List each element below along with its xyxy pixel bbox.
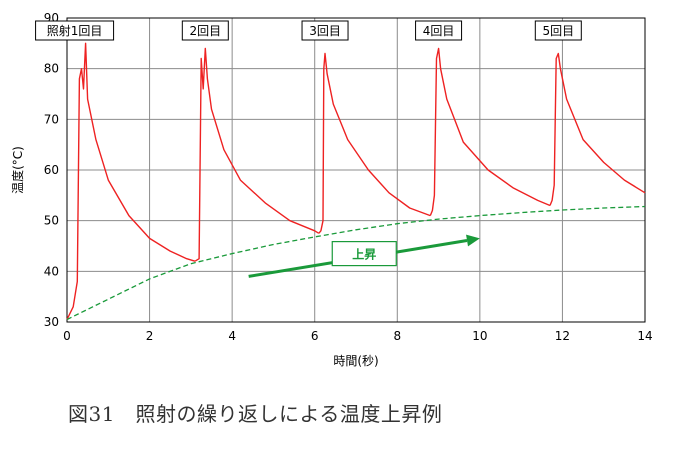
x-tick-label: 8 [393,329,401,343]
shot-label-box [534,20,582,41]
y-tick-label: 70 [44,112,59,126]
shot-label: 5回目 [542,24,574,38]
temperature-line [194,47,320,262]
temperature-line [429,47,551,216]
rise-label: 上昇 [352,247,376,262]
y-axis-title: 温度(°C) [10,146,25,194]
rise-arrow-head [466,234,480,247]
x-tick-label: 14 [637,329,652,343]
y-tick-label: 40 [44,264,59,278]
x-axis-title: 時間(秒) [333,354,378,368]
grid [66,17,646,323]
temperature-line [549,52,646,206]
temperature-line [318,52,431,234]
shot-label-box [415,20,463,41]
x-tick-label: 0 [63,329,71,343]
shot-label-box [181,20,229,41]
series-layer [66,42,646,321]
x-tick-label: 2 [146,329,154,343]
shot-label: 3回目 [309,24,341,38]
labels-layer: 0 2 4 6 8 10 12 1430405060708090時間(秒)温度(°C)照射1回… [10,11,653,368]
shot-label-box [35,20,115,41]
shot-label: 4回目 [423,24,455,38]
x-tick-label: 6 [311,329,319,343]
x-tick-label: 12 [555,329,570,343]
x-tick-label: 10 [472,329,487,343]
shot-label: 2回目 [189,24,221,38]
shot-label-box [301,20,349,41]
axes [66,17,646,323]
y-tick-label: 30 [44,315,59,329]
x-tick-label: 4 [228,329,236,343]
figure-caption: 図31 照射の繰り返しによる温度上昇例 [68,402,443,426]
plot-frame [66,17,646,323]
trend-line [66,205,646,321]
y-tick-label: 80 [44,62,59,76]
temperature-chart: 上昇 0 2 4 6 8 10 12 1430405060708090時間(秒)温度(°C)照… [10,11,653,368]
temperature-line [66,42,196,320]
annotation-layer: 上昇 [248,234,480,278]
y-tick-label: 50 [44,214,59,228]
y-tick-label: 60 [44,163,59,177]
shot-label: 照射1回目 [47,23,103,38]
rise-label-box [331,241,397,267]
